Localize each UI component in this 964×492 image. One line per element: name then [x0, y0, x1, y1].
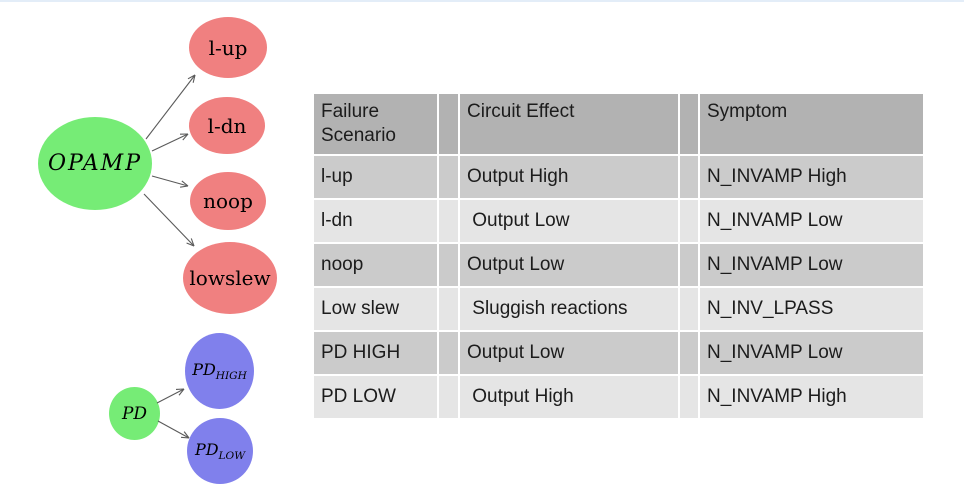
node-pd-high-label: PDHIGH: [192, 360, 247, 382]
cell-symptom: N_INVAMP Low: [700, 200, 923, 242]
cell-scenario: PD HIGH: [314, 332, 437, 374]
cell-symptom: N_INVAMP High: [700, 156, 923, 198]
connector-arrows: [143, 74, 196, 439]
cell-effect: Sluggish reactions: [460, 288, 678, 330]
node-lowslew: lowslew: [183, 242, 277, 314]
cell-symptom: N_INV_LPASS: [700, 288, 923, 330]
window-edge-strip: [0, 0, 964, 2]
header-cell-circuit-effect: Circuit Effect: [460, 94, 678, 154]
cell-effect: Output Low: [460, 244, 678, 286]
node-lowslew-label: lowslew: [189, 266, 271, 290]
cell-symptom: N_INVAMP High: [700, 376, 923, 418]
cell-scenario: Low slew: [314, 288, 437, 330]
node-pd-high-subscript: HIGH: [215, 370, 247, 383]
node-pd: PD: [109, 387, 160, 440]
spacer-cell: [439, 288, 458, 330]
cell-effect: Output Low: [460, 200, 678, 242]
cell-scenario: l-up: [314, 156, 437, 198]
spacer-cell: [439, 332, 458, 374]
spacer-cell: [680, 94, 698, 154]
node-noop-label: noop: [203, 189, 253, 213]
spacer-cell: [680, 200, 698, 242]
spacer-cell: [439, 200, 458, 242]
cell-symptom: N_INVAMP Low: [700, 244, 923, 286]
spacer-cell: [680, 332, 698, 374]
node-l-up: l-up: [189, 17, 267, 78]
cell-effect: Output High: [460, 376, 678, 418]
node-pd-low: PDLOW: [187, 418, 253, 484]
header-cell-failure-scenario: Failure Scenario: [314, 94, 437, 154]
node-l-up-label: l-up: [208, 35, 248, 60]
node-pd-low-label: PDLOW: [195, 440, 245, 462]
node-pd-low-base: PD: [194, 439, 219, 459]
spacer-cell: [680, 156, 698, 198]
cell-scenario: noop: [314, 244, 437, 286]
node-l-dn-label: l-dn: [207, 113, 247, 138]
spacer-cell: [680, 244, 698, 286]
node-pd-high-base: PD: [192, 359, 216, 379]
cell-scenario: PD LOW: [314, 376, 437, 418]
node-pd-label: PD: [121, 403, 148, 424]
node-l-dn: l-dn: [189, 97, 265, 154]
header-cell-symptom: Symptom: [700, 94, 923, 154]
node-pd-low-subscript: LOW: [218, 450, 246, 463]
cell-scenario: l-dn: [314, 200, 437, 242]
spacer-cell: [439, 244, 458, 286]
spacer-cell: [680, 376, 698, 418]
spacer-cell: [439, 94, 458, 154]
spacer-cell: [439, 376, 458, 418]
cell-symptom: N_INVAMP Low: [700, 332, 923, 374]
node-pd-high: PDHIGH: [185, 333, 254, 409]
spacer-cell: [680, 288, 698, 330]
node-noop: noop: [190, 172, 266, 230]
spacer-cell: [439, 156, 458, 198]
cell-effect: Output High: [460, 156, 678, 198]
cell-effect: Output Low: [460, 332, 678, 374]
node-opamp-label: OPAMP: [47, 151, 143, 176]
node-opamp: OPAMP: [38, 117, 152, 210]
failure-symptom-table: Failure Scenario Circuit Effect Symptom …: [314, 94, 923, 418]
